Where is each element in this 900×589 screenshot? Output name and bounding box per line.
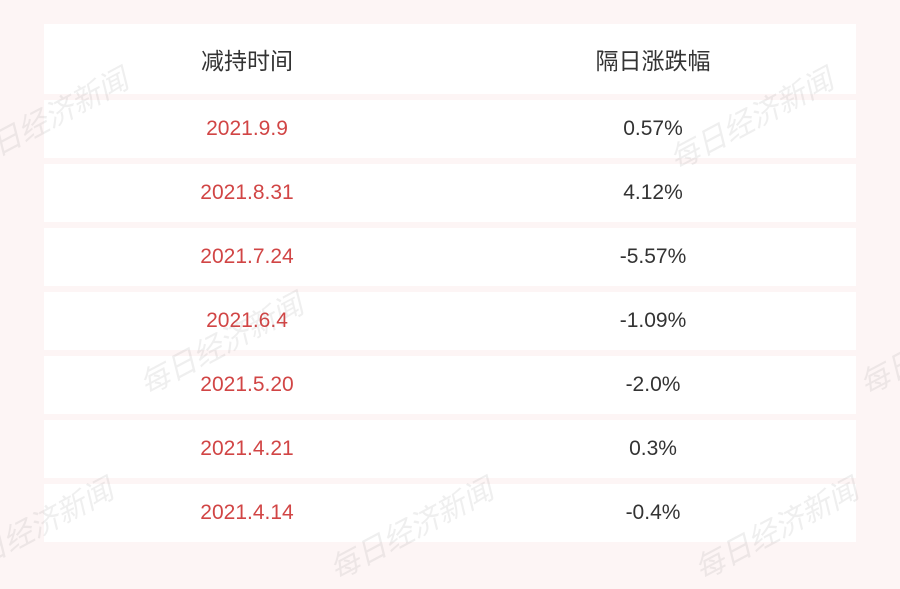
date-cell: 2021.8.31 [44, 164, 450, 222]
header-date: 减持时间 [44, 24, 450, 94]
data-table: 减持时间 隔日涨跌幅 2021.9.9 0.57% 2021.8.31 4.12… [44, 18, 856, 548]
table-header-row: 减持时间 隔日涨跌幅 [44, 24, 856, 94]
table-row: 2021.5.20 -2.0% [44, 356, 856, 414]
table-row: 2021.7.24 -5.57% [44, 228, 856, 286]
table-row: 2021.6.4 -1.09% [44, 292, 856, 350]
date-cell: 2021.6.4 [44, 292, 450, 350]
change-cell: -2.0% [450, 356, 856, 414]
date-cell: 2021.4.21 [44, 420, 450, 478]
change-cell: -0.4% [450, 484, 856, 542]
change-cell: -5.57% [450, 228, 856, 286]
change-cell: 4.12% [450, 164, 856, 222]
table-row: 2021.4.14 -0.4% [44, 484, 856, 542]
header-change: 隔日涨跌幅 [450, 24, 856, 94]
table-row: 2021.9.9 0.57% [44, 100, 856, 158]
change-cell: 0.57% [450, 100, 856, 158]
date-cell: 2021.4.14 [44, 484, 450, 542]
watermark-text: 每日经济新闻 [850, 280, 900, 403]
date-cell: 2021.7.24 [44, 228, 450, 286]
change-cell: -1.09% [450, 292, 856, 350]
table-row: 2021.8.31 4.12% [44, 164, 856, 222]
date-cell: 2021.9.9 [44, 100, 450, 158]
change-cell: 0.3% [450, 420, 856, 478]
date-cell: 2021.5.20 [44, 356, 450, 414]
table-row: 2021.4.21 0.3% [44, 420, 856, 478]
